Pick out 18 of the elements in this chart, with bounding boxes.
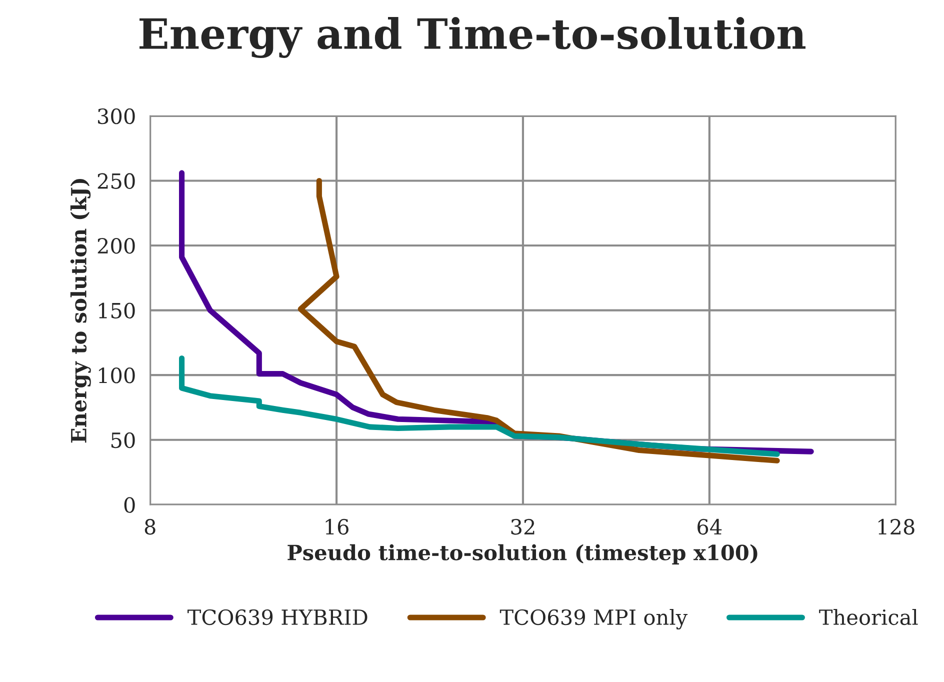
legend-label: Theorical (819, 608, 918, 626)
y-tick-label: 50 (111, 432, 135, 448)
y-axis-title: Energy to solution (kJ) (70, 179, 91, 443)
y-tick-label: 200 (98, 238, 135, 254)
y-tick-label: 100 (98, 368, 135, 384)
legend-label: TCO639 HYBRID (188, 609, 368, 626)
x-axis-title: Pseudo time-to-solution (timestep x100) (288, 544, 758, 564)
legend-label: TCO639 MPI only (500, 608, 688, 630)
x-tick-label: 16 (326, 518, 348, 535)
y-tick-label: 300 (98, 108, 135, 124)
y-tick-label: 250 (98, 173, 135, 189)
x-tick-label: 32 (511, 518, 534, 535)
y-tick-label: 150 (98, 302, 135, 319)
chart-title: Energy and Time-to-solution (140, 17, 806, 58)
x-tick-label: 8 (144, 518, 156, 535)
x-tick-label: 64 (698, 518, 722, 535)
y-tick-label: 0 (124, 497, 135, 513)
x-tick-label: 128 (878, 518, 914, 535)
